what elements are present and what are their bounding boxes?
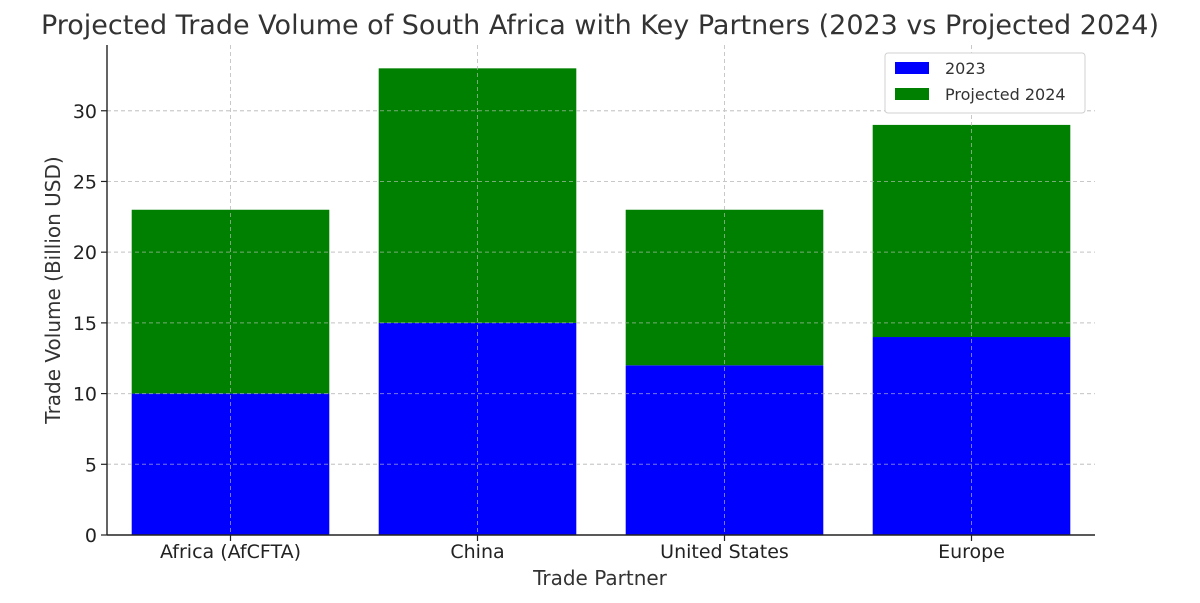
x-tick-label: United States	[660, 541, 789, 563]
y-axis-label: Trade Volume (Billion USD)	[41, 156, 65, 424]
legend-label: 2023	[945, 59, 986, 78]
y-tick-label: 10	[73, 384, 97, 406]
y-tick-label: 25	[73, 171, 97, 193]
chart-title: Projected Trade Volume of South Africa w…	[41, 10, 1159, 41]
bar-2023	[872, 337, 1071, 535]
y-tick-label: 0	[85, 525, 97, 547]
y-tick-label: 5	[85, 454, 97, 476]
x-tick-label: Africa (AfCFTA)	[160, 541, 301, 563]
legend-swatch	[895, 62, 929, 74]
y-tick-label: 15	[73, 313, 97, 335]
legend-swatch	[895, 88, 929, 100]
x-tick-label: China	[450, 541, 504, 563]
tick-labels: 0 5 10 15 20 25 30 Africa (AfCFTA) China United S…	[73, 101, 1005, 563]
x-axis-label: Trade Partner	[532, 566, 668, 590]
axes	[106, 45, 1095, 536]
legend-box	[884, 52, 1086, 114]
y-tick-label: 30	[73, 101, 97, 123]
x-tick-label: Europe	[938, 541, 1005, 563]
bar-2023	[378, 322, 577, 535]
legend: 2023 Projected 2024	[884, 52, 1086, 114]
legend-label: Projected 2024	[945, 85, 1066, 104]
y-tick-label: 20	[73, 242, 97, 264]
bars	[131, 68, 1071, 535]
